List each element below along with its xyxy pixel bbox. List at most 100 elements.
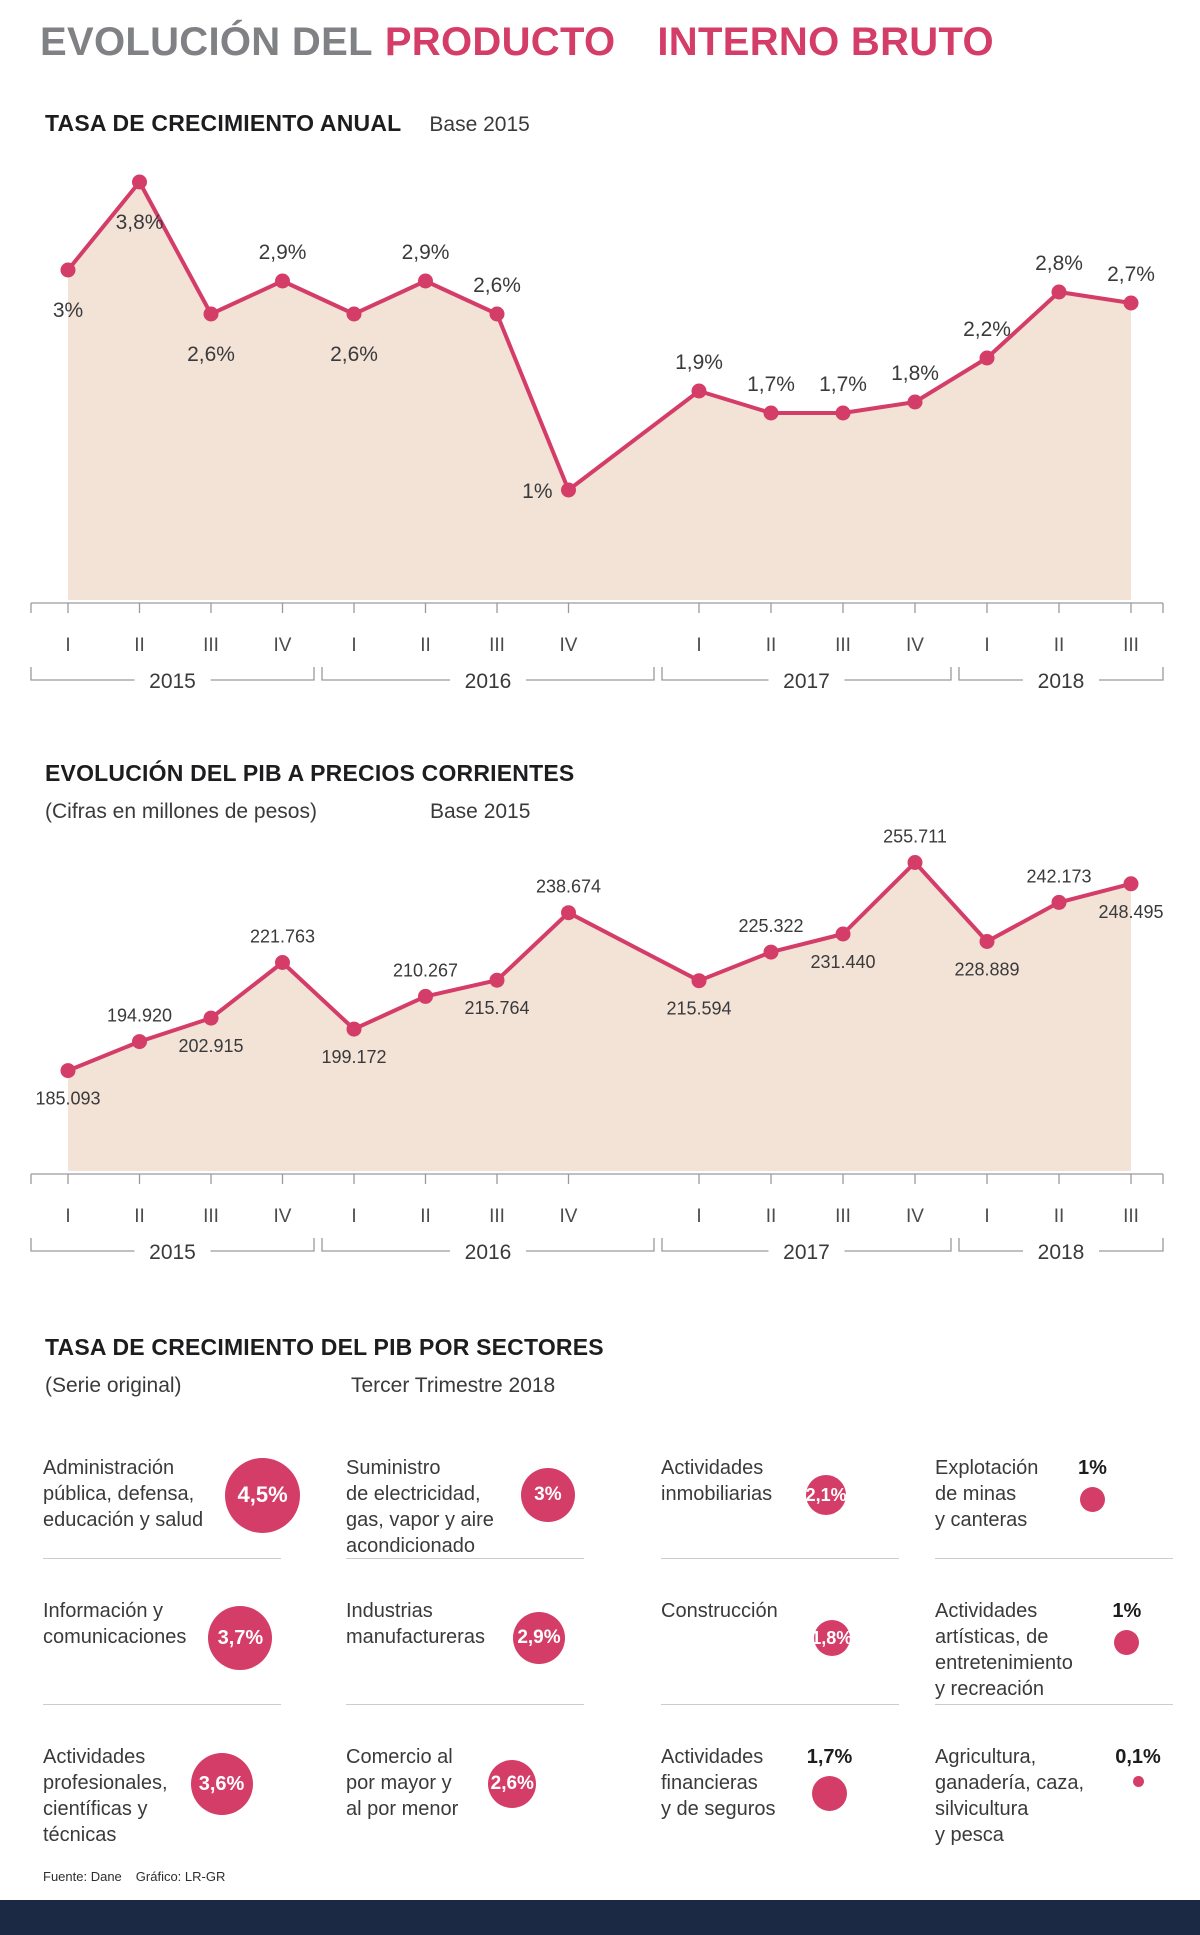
point-label: 185.093: [35, 1089, 100, 1109]
quarter-label: IV: [906, 1206, 924, 1227]
quarter-label: II: [1054, 1206, 1065, 1227]
point-label: 221.763: [250, 927, 315, 947]
footer-source: Fuente: Dane: [43, 1869, 122, 1884]
row-divider: [43, 1704, 281, 1705]
title-accent-b: INTERNO BRUTO: [657, 20, 994, 64]
year-label-bg: [768, 1237, 845, 1265]
sector-bubble: [1079, 1487, 1105, 1512]
quarter-label: I: [984, 1206, 989, 1227]
pib-current-prices-point: [132, 1034, 147, 1050]
point-label: 2,6%: [187, 343, 235, 366]
footer-credit: Gráfico: LR-GR: [135, 1869, 226, 1884]
annual-growth-point: [418, 273, 433, 289]
point-label: 199.172: [321, 1047, 386, 1067]
page-title: EVOLUCIÓN DEL PRODUCTO INTERNO BRUTO: [40, 20, 994, 65]
pib-current-prices-point: [275, 955, 290, 970]
sector-item: Actividades artísticas, de entretenimien…: [935, 1598, 1159, 1702]
sector-bubble-column: 3,6%: [190, 1744, 254, 1815]
sectors-period: Tercer Trimestre 2018: [351, 1374, 556, 1397]
row-divider: [346, 1558, 584, 1559]
quarter-label: IV: [560, 635, 578, 656]
sector-bubble-column: 1%: [1095, 1598, 1159, 1655]
quarter-label: II: [766, 635, 777, 656]
annual-growth-point: [691, 383, 707, 399]
point-label: 225.322: [738, 916, 803, 936]
point-label: 215.594: [666, 999, 731, 1019]
footer-bar: [0, 1900, 1200, 1935]
pib-current-prices-point: [60, 1063, 76, 1079]
year-label: 2018: [1038, 1241, 1085, 1264]
sector-name: Industrias manufactureras: [346, 1600, 485, 1648]
pib-current-prices-point: [1051, 894, 1067, 910]
point-label: 2,7%: [1107, 263, 1155, 286]
quarter-label: III: [835, 1206, 851, 1227]
chart1-header: TASA DE CRECIMIENTO ANUAL Base 2015: [45, 110, 530, 137]
point-label: 3%: [53, 299, 83, 322]
quarter-label: III: [1123, 1206, 1139, 1227]
pib-current-prices-point: [691, 973, 707, 989]
sector-bubble: [1132, 1776, 1144, 1787]
sector-bubble: 3%: [520, 1468, 575, 1522]
quarter-label: III: [1123, 635, 1139, 656]
chart2-subtitle: (Cifras en millones de pesos): [45, 800, 317, 823]
sectors-subheader: (Serie original) Tercer Trimestre 2018: [45, 1374, 555, 1398]
sector-name: Actividades inmobiliarias: [661, 1457, 773, 1505]
sector-bubble: 2,9%: [512, 1612, 565, 1664]
point-label: 1,7%: [747, 373, 795, 396]
point-label: 1,9%: [675, 351, 723, 374]
chart2-base-label: Base 2015: [430, 800, 531, 823]
sector-bubble-column: 0,1%: [1106, 1744, 1170, 1787]
sector-name: Administración pública, defensa, educaci…: [43, 1457, 204, 1531]
year-label: 2016: [465, 1241, 512, 1264]
point-label: 2,6%: [473, 274, 521, 297]
sector-item: Administración pública, defensa, educaci…: [43, 1455, 301, 1533]
point-label: 215.764: [464, 998, 529, 1018]
annual-growth-point: [561, 482, 576, 498]
pib-current-prices-point: [203, 1010, 219, 1026]
sector-bubble-column: 4,5%: [225, 1455, 301, 1533]
sector-bubble: [1114, 1630, 1140, 1655]
row-divider: [661, 1558, 899, 1559]
point-label: 231.440: [810, 952, 875, 972]
point-label: 1%: [522, 480, 552, 503]
chart1-subtitle: Base 2015: [429, 113, 530, 136]
pib-current-prices-point: [907, 855, 923, 870]
year-label: 2018: [1038, 670, 1085, 693]
quarter-label: I: [696, 635, 701, 656]
sector-bubble-column: 2,6%: [480, 1744, 544, 1808]
sector-item: Industrias manufactureras 2,9%: [346, 1598, 571, 1664]
point-label: 202.915: [178, 1036, 243, 1056]
annual-growth-area: [68, 182, 1131, 600]
pib-current-prices-point: [561, 905, 576, 921]
sector-bubble-column: 3,7%: [208, 1598, 273, 1670]
point-label: 2,6%: [330, 343, 378, 366]
title-lead: EVOLUCIÓN DEL: [40, 20, 373, 64]
quarter-label: I: [65, 635, 70, 656]
year-label-bg: [768, 666, 845, 694]
sector-bubble: 3,6%: [190, 1753, 253, 1815]
quarter-label: IV: [274, 635, 292, 656]
year-label-bg: [450, 666, 526, 694]
quarter-label: III: [489, 1206, 505, 1227]
quarter-label: IV: [274, 1206, 292, 1227]
year-label: 2017: [783, 670, 830, 693]
quarter-label: I: [984, 635, 989, 656]
point-label: 242.173: [1026, 866, 1091, 886]
point-label: 2,8%: [1035, 252, 1083, 275]
quarter-label: II: [766, 1206, 777, 1227]
sector-name: Suministro de electricidad, gas, vapor y…: [346, 1457, 494, 1557]
quarter-label: I: [696, 1206, 701, 1227]
sector-name: Actividades artísticas, de entretenimien…: [935, 1600, 1073, 1700]
sector-item: Agricultura, ganadería, caza, silvicultu…: [935, 1744, 1170, 1848]
annual-growth-point: [275, 273, 290, 289]
annual-growth-point: [60, 262, 76, 278]
sector-bubble-column: 1%: [1060, 1455, 1124, 1512]
annual-growth-point: [489, 306, 505, 322]
sector-name: Agricultura, ganadería, caza, silvicultu…: [935, 1746, 1084, 1846]
sector-name: Explotación de minas y canteras: [935, 1457, 1039, 1531]
quarter-label: III: [489, 635, 505, 656]
quarter-label: IV: [560, 1206, 578, 1227]
quarter-label: II: [134, 1206, 145, 1227]
point-label: 210.267: [393, 960, 458, 980]
